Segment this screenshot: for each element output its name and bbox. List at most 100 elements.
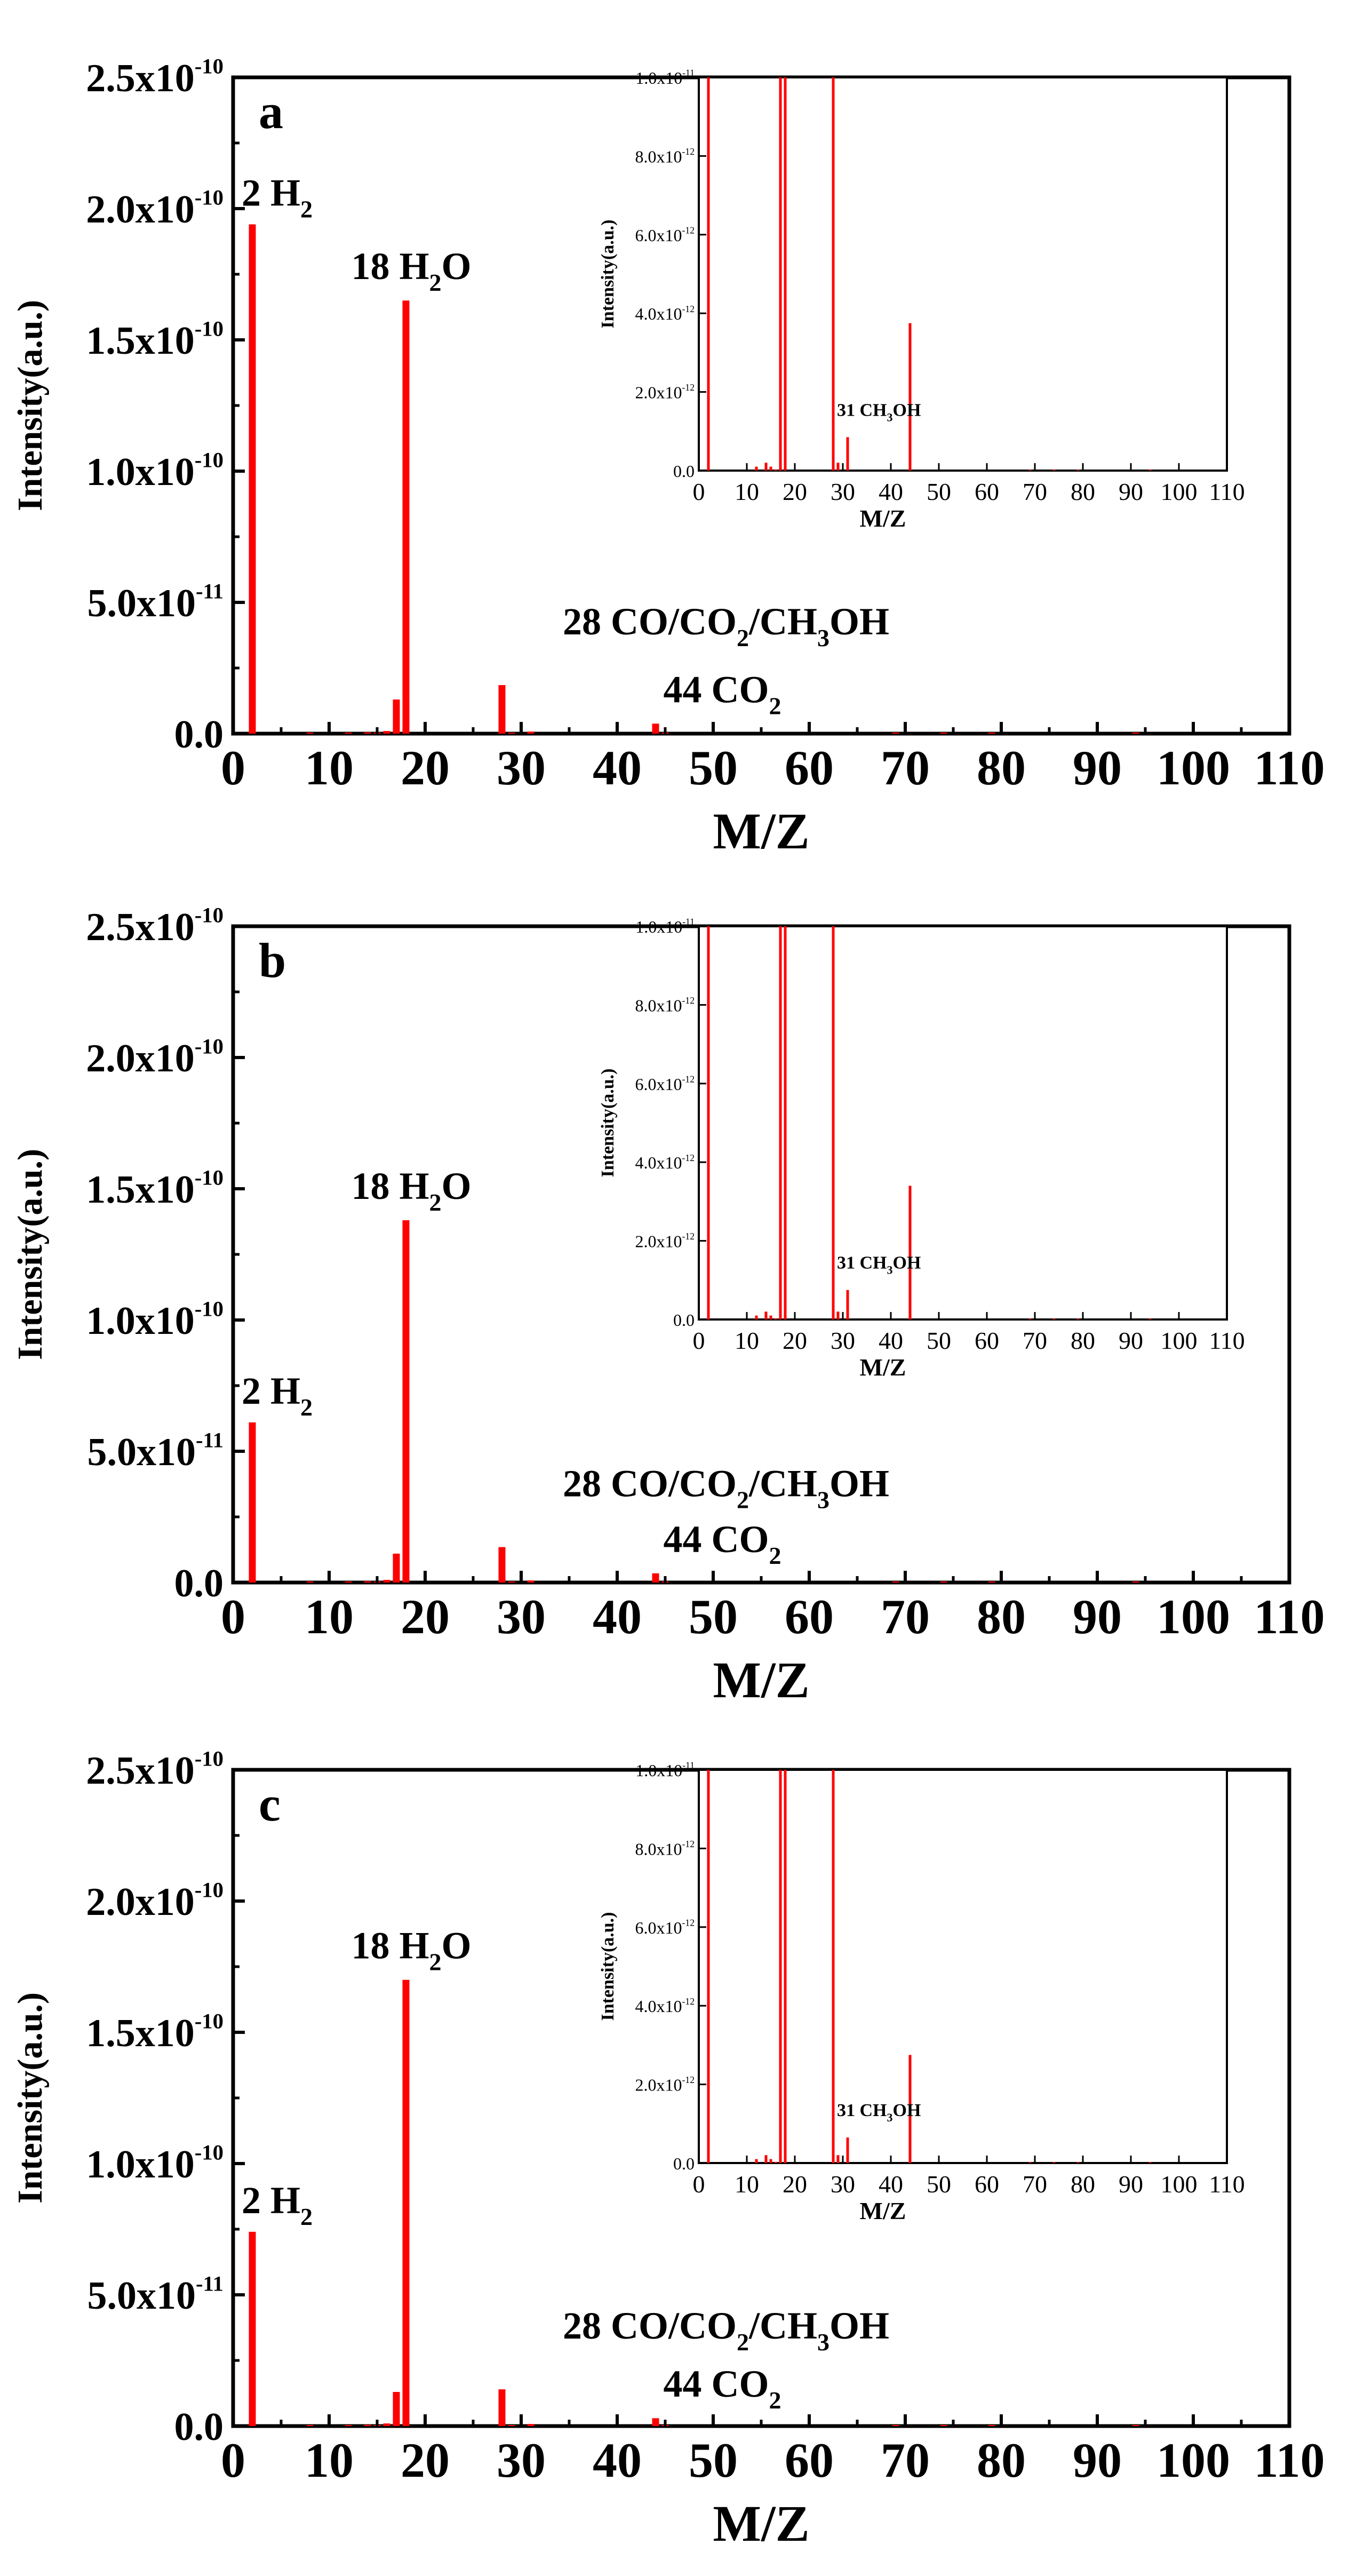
x-axis-title: M/Z	[713, 1651, 809, 1708]
inset-x-tick-label: 30	[831, 2170, 855, 2198]
inset-x-tick-label: 50	[927, 478, 951, 505]
peak-annotation: 18 H2O	[351, 1165, 471, 1216]
y-tick-label: 5.0x10-11	[87, 2272, 224, 2318]
inset-x-tick-label: 60	[975, 1327, 999, 1354]
panel-b: 0 10 20 30 40 50 60 70 80 90 100 1100.05.0x10-111.0…	[11, 903, 1325, 1708]
peak-annotation: 28 CO/CO2/CH3OH	[563, 1462, 889, 1514]
inset-x-tick-label: 10	[735, 2170, 759, 2198]
inset-y-tick-label: 4.0x10-12	[635, 304, 695, 323]
inset-x-tick-label: 80	[1071, 1327, 1095, 1354]
inset-y-tick-label: 2.0x10-12	[635, 382, 695, 402]
peak-annotation: 18 H2O	[351, 1925, 471, 1976]
inset-y-tick-label: 1.0x10-11	[635, 917, 695, 936]
inset-frame	[698, 76, 1228, 472]
inset-chart: 0 10 20 30 40 50 60 70 80 90 100 110 0.0 2.0x10-12 4.0…	[598, 1760, 1245, 2224]
y-tick-label: 2.0x10-10	[86, 1878, 224, 1924]
peak-annotation: 2 H2	[242, 172, 313, 223]
x-tick-label: 0	[221, 1589, 245, 1644]
inset-peak-annotation: 31 CH3OH	[837, 2101, 921, 2124]
inset-x-tick-label: 40	[879, 1327, 903, 1354]
x-tick-label: 80	[977, 1589, 1026, 1644]
inset-x-tick-label: 110	[1209, 1327, 1245, 1354]
inset-y-tick-label: 8.0x10-12	[635, 146, 695, 166]
y-tick-label: 0.0	[174, 1562, 224, 1605]
peak-annotation: 2 H2	[242, 2179, 313, 2230]
y-tick-label: 2.5x10-10	[86, 54, 224, 100]
x-tick-label: 80	[977, 2433, 1026, 2487]
y-tick-label: 0.0	[174, 713, 224, 757]
x-tick-label: 70	[881, 741, 930, 795]
panel-letter: a	[259, 84, 283, 139]
inset-x-tick-label: 20	[783, 478, 807, 505]
x-tick-label: 10	[305, 2433, 354, 2487]
inset-peak-annotation: 31 CH3OH	[837, 400, 921, 424]
x-tick-label: 90	[1073, 2433, 1122, 2487]
inset-y-tick-label: 1.0x10-11	[635, 1760, 695, 1780]
y-tick-label: 5.0x10-11	[87, 579, 224, 625]
x-tick-label: 20	[401, 1589, 450, 1644]
inset-chart: 0 10 20 30 40 50 60 70 80 90 100 110 0.0 2.0x10-12 4.0…	[598, 68, 1245, 532]
inset-x-tick-label: 60	[975, 2170, 999, 2198]
panel-letter: c	[259, 1777, 281, 1831]
inset-x-tick-label: 0	[693, 478, 705, 505]
inset-x-axis-title: M/Z	[860, 2197, 906, 2224]
y-tick-label: 1.0x10-10	[86, 1297, 224, 1343]
x-tick-label: 50	[689, 1589, 738, 1644]
inset-x-tick-label: 80	[1071, 478, 1095, 505]
inset-x-tick-label: 20	[783, 1327, 807, 1354]
x-tick-label: 20	[401, 741, 450, 795]
inset-x-tick-label: 70	[1023, 2170, 1047, 2198]
inset-y-tick-label: 2.0x10-12	[635, 2074, 695, 2094]
peak-annotation: 44 CO2	[664, 2363, 781, 2414]
inset-x-tick-label: 10	[735, 478, 759, 505]
x-tick-label: 30	[497, 741, 546, 795]
inset-y-tick-label: 4.0x10-12	[635, 1996, 695, 2016]
x-tick-label: 10	[305, 1589, 354, 1644]
inset-x-axis-title: M/Z	[860, 505, 906, 532]
panel-a: 0 10 20 30 40 50 60 70 80 90 100 1100.05.0x10-111.0…	[11, 54, 1325, 860]
inset-x-tick-label: 40	[879, 2170, 903, 2198]
y-axis-title: Intensity(a.u.)	[11, 1992, 50, 2204]
y-axis-title: Intensity(a.u.)	[11, 300, 50, 511]
inset-y-axis-title: Intensity(a.u.)	[598, 1912, 618, 2021]
inset-y-tick-label: 6.0x10-12	[635, 1917, 695, 1937]
inset-x-tick-label: 100	[1161, 478, 1198, 505]
x-tick-label: 60	[785, 2433, 834, 2487]
x-tick-label: 0	[221, 2433, 245, 2487]
x-tick-label: 100	[1156, 741, 1230, 795]
x-tick-label: 20	[401, 2433, 450, 2487]
inset-x-tick-label: 30	[831, 1327, 855, 1354]
x-tick-label: 110	[1254, 741, 1325, 795]
panel-letter: b	[259, 933, 286, 988]
peak-annotation: 2 H2	[242, 1370, 313, 1421]
inset-frame	[698, 1769, 1228, 2164]
x-tick-label: 100	[1156, 2433, 1230, 2487]
x-tick-label: 70	[881, 2433, 930, 2487]
x-tick-label: 70	[881, 1589, 930, 1644]
x-tick-label: 40	[593, 741, 642, 795]
inset-x-tick-label: 0	[693, 2170, 705, 2198]
x-tick-label: 60	[785, 1589, 834, 1644]
inset-y-tick-label: 8.0x10-12	[635, 1839, 695, 1858]
inset-x-tick-label: 90	[1119, 2170, 1143, 2198]
inset-x-tick-label: 80	[1071, 2170, 1095, 2198]
x-tick-label: 110	[1254, 1589, 1325, 1644]
y-axis-title: Intensity(a.u.)	[11, 1149, 50, 1360]
y-tick-label: 1.0x10-10	[86, 448, 224, 494]
inset-y-axis-title: Intensity(a.u.)	[598, 219, 618, 328]
x-tick-label: 30	[497, 1589, 546, 1644]
peak-annotation: 28 CO/CO2/CH3OH	[563, 600, 889, 651]
x-tick-label: 90	[1073, 741, 1122, 795]
inset-x-tick-label: 20	[783, 2170, 807, 2198]
y-tick-label: 2.0x10-10	[86, 1035, 224, 1080]
peak-annotation: 28 CO/CO2/CH3OH	[563, 2304, 889, 2356]
x-tick-label: 100	[1156, 1589, 1230, 1644]
y-tick-label: 1.5x10-10	[86, 317, 224, 363]
inset-x-tick-label: 30	[831, 478, 855, 505]
inset-x-tick-label: 40	[879, 478, 903, 505]
y-tick-label: 2.5x10-10	[86, 903, 224, 949]
x-axis-title: M/Z	[713, 2495, 809, 2552]
inset-x-tick-label: 100	[1161, 1327, 1198, 1354]
inset-y-tick-label: 6.0x10-12	[635, 225, 695, 244]
